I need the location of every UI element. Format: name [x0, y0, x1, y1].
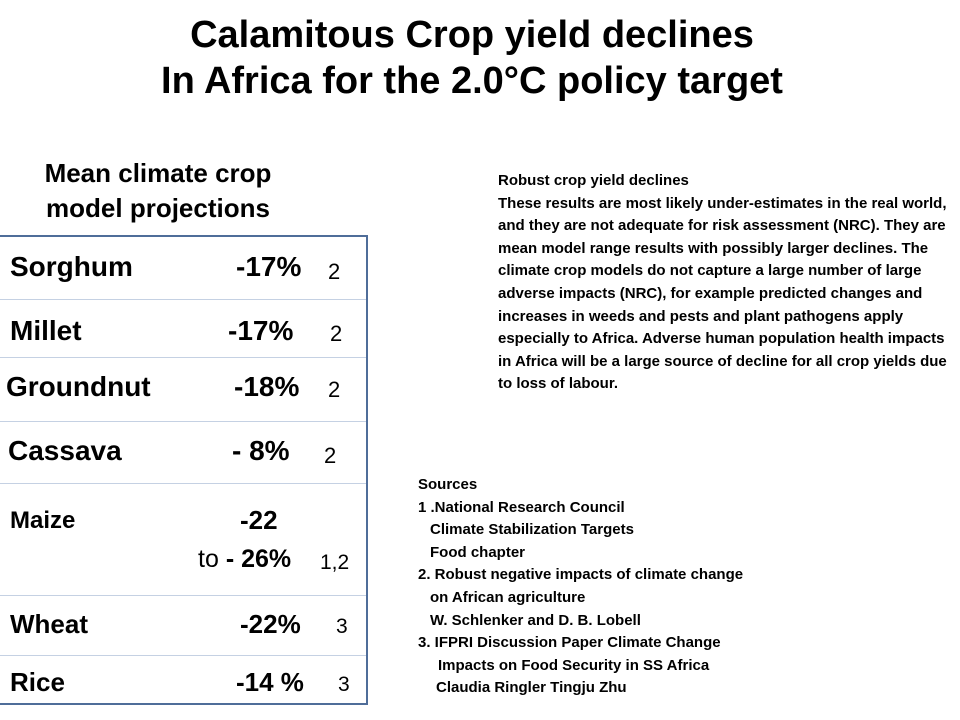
sources-block: Sources 1 .National Research Council Cli…: [418, 474, 838, 700]
source-line: 2. Robust negative impacts of climate ch…: [418, 566, 744, 584]
crop-name: Wheat: [10, 609, 88, 639]
source-line: W. Schlenker and D. B. Lobell: [430, 611, 641, 629]
crop-yield-table: Sorghum -17% 2 Millet -17% 2 Groundnut -…: [0, 235, 368, 705]
crop-change: -14 %: [236, 667, 304, 697]
crop-reference: 1,2: [320, 551, 350, 574]
title-line-2: In Africa for the 2.0°C policy target: [161, 60, 783, 102]
source-line: 1 .National Research Council: [418, 498, 625, 516]
crop-name: Groundnut: [6, 371, 151, 402]
crop-change: -18%: [234, 371, 300, 402]
crop-name: Maize: [10, 507, 76, 534]
crop-reference: 3: [338, 673, 350, 696]
table-row: Wheat -22% 3: [0, 595, 366, 656]
crop-change-upper: - 26%: [225, 545, 292, 573]
crop-reference: 2: [330, 321, 343, 346]
source-line: Climate Stabilization Targets: [430, 521, 634, 539]
crop-reference: 2: [328, 377, 341, 402]
table-row: Sorghum -17% 2: [0, 237, 366, 300]
notes-heading: Robust crop yield declines: [498, 172, 689, 189]
crop-reference: 3: [336, 615, 348, 638]
table-row: Cassava - 8% 2: [0, 421, 366, 484]
crop-name: Sorghum: [10, 251, 133, 282]
sources-heading: Sources: [418, 476, 478, 493]
table-heading-line-1: Mean climate crop: [44, 158, 272, 188]
table-heading-line-2: model projections: [46, 193, 270, 223]
crop-change: -22: [240, 505, 278, 535]
table-row: Rice -14 % 3: [0, 655, 366, 705]
crop-change: -17%: [228, 315, 294, 346]
crop-change: -22%: [240, 609, 301, 639]
crop-name: Millet: [10, 315, 82, 346]
crop-name: Cassava: [8, 435, 122, 466]
crop-reference: 2: [328, 259, 341, 284]
source-line: on African agriculture: [430, 588, 586, 606]
source-line: Food chapter: [430, 543, 526, 561]
source-line: Claudia Ringler Tingju Zhu: [436, 679, 627, 697]
crop-change: -17%: [236, 251, 302, 282]
source-line: Impacts on Food Security in SS Africa: [438, 656, 710, 674]
slide-title: Calamitous Crop yield declines In Africa…: [0, 12, 944, 104]
crop-change: - 8%: [232, 435, 290, 466]
crop-reference: 2: [324, 443, 337, 468]
crop-change-prefix: to: [198, 545, 219, 573]
table-row: Millet -17% 2: [0, 299, 366, 358]
crop-name: Rice: [10, 667, 65, 697]
notes-block: Robust crop yield declines These results…: [498, 170, 948, 396]
crop-change-range: to - 26%: [198, 545, 291, 574]
notes-body: These results are most likely under-esti…: [498, 194, 947, 393]
source-line: 3. IFPRI Discussion Paper Climate Change: [418, 634, 721, 652]
title-line-1: Calamitous Crop yield declines: [190, 14, 754, 56]
table-heading: Mean climate crop model projections: [0, 156, 316, 226]
table-row: Groundnut -18% 2: [0, 357, 366, 422]
table-row: Maize -22 to - 26% 1,2: [0, 483, 366, 596]
